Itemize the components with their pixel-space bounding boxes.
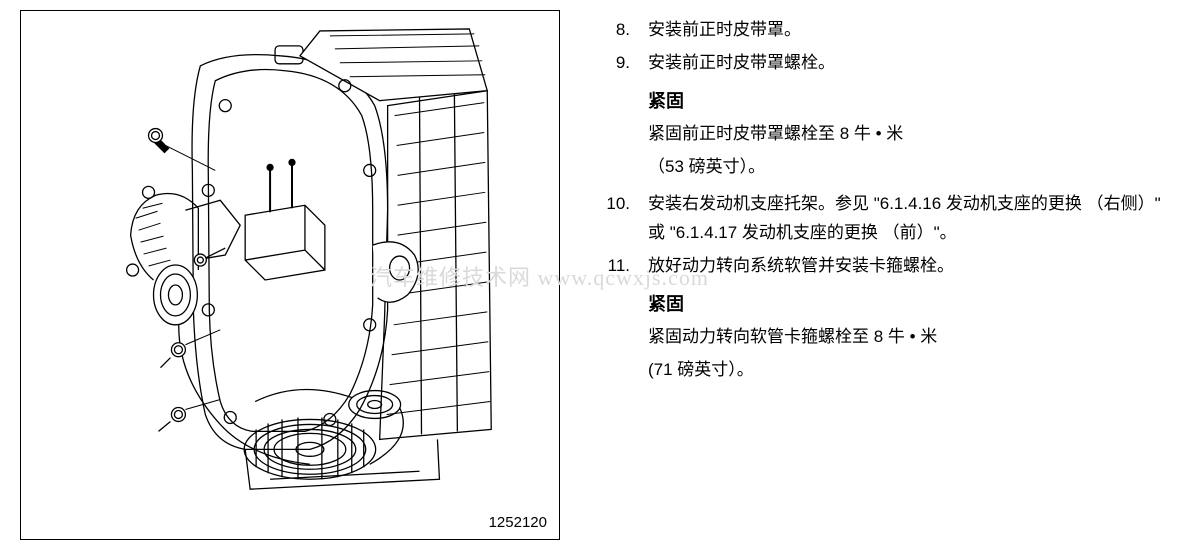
step-number: 9. xyxy=(600,49,648,186)
figure-id: 1252120 xyxy=(489,514,547,531)
engine-figure: 1252120 xyxy=(20,10,560,540)
step-text: 安装前正时皮带罩。 xyxy=(648,16,1164,45)
step-number: 11. xyxy=(600,252,648,389)
torque-spec: （53 磅英寸）。 xyxy=(648,153,1164,182)
step-text: 安装右发动机支座托架。参见 "6.1.4.16 发动机支座的更换 （右侧）" 或… xyxy=(648,190,1164,248)
step-text: 安装前正时皮带罩螺栓。 xyxy=(648,49,1164,78)
step-number: 10. xyxy=(600,190,648,248)
step: 11. 放好动力转向系统软管并安装卡箍螺栓。 紧固 紧固动力转向软管卡箍螺栓至 … xyxy=(600,252,1164,389)
instruction-list: 8. 安装前正时皮带罩。 9. 安装前正时皮带罩螺栓。 紧固 紧固前正时皮带罩螺… xyxy=(600,10,1164,540)
step: 10. 安装右发动机支座托架。参见 "6.1.4.16 发动机支座的更换 （右侧… xyxy=(600,190,1164,248)
step-text: 放好动力转向系统软管并安装卡箍螺栓。 xyxy=(648,252,1164,281)
engine-diagram-svg xyxy=(21,11,559,539)
torque-spec: 紧固前正时皮带罩螺栓至 8 牛 • 米 xyxy=(648,120,1164,149)
torque-spec: (71 磅英寸）。 xyxy=(648,356,1164,385)
subheading: 紧固 xyxy=(648,289,1164,320)
subheading: 紧固 xyxy=(648,86,1164,117)
step: 9. 安装前正时皮带罩螺栓。 紧固 紧固前正时皮带罩螺栓至 8 牛 • 米 （5… xyxy=(600,49,1164,186)
step-number: 8. xyxy=(600,16,648,45)
page-root: 1252120 8. 安装前正时皮带罩。 9. 安装前正时皮带罩螺栓。 紧固 紧… xyxy=(0,0,1184,550)
step: 8. 安装前正时皮带罩。 xyxy=(600,16,1164,45)
torque-spec: 紧固动力转向软管卡箍螺栓至 8 牛 • 米 xyxy=(648,323,1164,352)
